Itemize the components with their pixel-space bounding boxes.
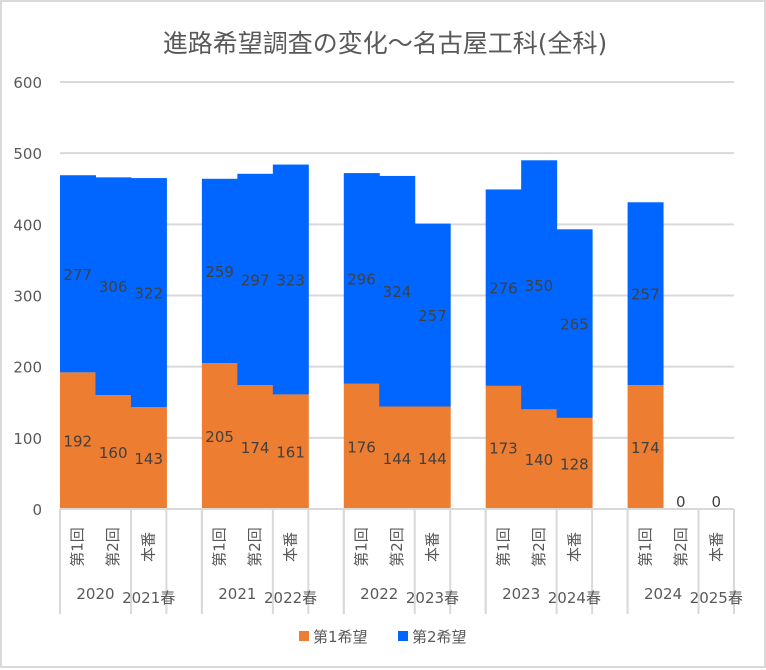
bar-second-choice [627,202,664,386]
bar-second-choice [379,175,416,407]
y-tick-label: 400 [13,216,42,234]
y-tick-label: 500 [13,145,42,163]
x-group-spring-label: 2025春 [690,589,743,607]
bar-first-choice [521,409,558,509]
y-tick-label: 300 [13,288,42,306]
data-label-second: 297 [241,271,270,289]
legend-swatch-first [299,631,309,641]
x-category-label: 本番 [565,532,583,562]
data-label-first: 140 [525,451,554,469]
bar-first-choice [556,417,593,509]
data-label-first: 192 [63,433,92,451]
data-label-first: 128 [560,455,589,473]
x-category-label: 本番 [423,532,441,562]
x-category-label: 第2回 [388,527,406,567]
bar-first-choice [343,383,380,509]
x-category-label: 第1回 [636,527,654,567]
x-category-label: 第1回 [353,527,371,567]
x-category-label: 第2回 [246,527,264,567]
data-label-first: 161 [276,444,305,462]
data-label-second: 306 [99,278,128,296]
y-tick-label: 100 [13,430,42,448]
x-group-year-label: 2020 [76,585,114,603]
x-category-label: 第1回 [494,527,512,567]
data-labels: 192 277 160 306 143 322 205 259 174 297 161 323 176 2… [63,263,721,511]
data-label-second: 276 [489,280,518,298]
bars [60,160,664,509]
x-group-spring-label: 2024春 [548,589,601,607]
chart-title: 進路希望調査の変化～名古屋工科(全科) [163,29,608,58]
data-label-second: 257 [631,286,660,304]
data-label-first: 174 [631,439,660,457]
bar-second-choice [201,178,238,364]
bar-second-choice [414,223,451,407]
legend-label-second: 第2希望 [412,628,467,646]
bar-second-choice [130,178,167,408]
x-category-label: 第1回 [211,527,229,567]
x-category-label: 本番 [707,532,725,562]
x-category-label: 本番 [282,532,300,562]
bar-second-choice [343,173,380,384]
data-label-first: 176 [347,438,376,456]
bar-second-choice [95,177,132,396]
data-label-second: 257 [418,307,447,325]
bar-second-choice [272,164,309,395]
x-category-label: 第2回 [530,527,548,567]
data-label-first: 173 [489,439,518,457]
legend-swatch-second [398,631,408,641]
bar-second-choice [237,173,274,386]
data-label-first: 160 [99,444,128,462]
legend: 第1希望 第2希望 [299,628,467,646]
bar-first-choice [627,385,664,509]
x-group-spring-label: 2022春 [264,589,317,607]
data-label-second: 350 [525,277,554,295]
data-label-first: 144 [418,450,447,468]
x-category-label: 第2回 [104,527,122,567]
bar-first-choice [485,385,522,509]
bar-first-choice [237,385,274,509]
bar-first-choice [60,372,96,509]
data-label-second: 323 [276,271,305,289]
bar-first-choice [272,394,309,509]
y-tick-label: 0 [32,501,42,519]
bar-second-choice [521,160,558,410]
data-label-second: 265 [560,316,589,334]
x-group-spring-label: 2023春 [406,589,459,607]
x-category-label: 第1回 [69,527,87,567]
bar-second-choice [485,189,522,386]
data-label-first: 0 [711,493,721,511]
x-group-year-label: 2024 [644,585,682,603]
data-label-first: 174 [241,439,270,457]
data-label-first: 205 [205,428,234,446]
x-group-year-label: 2023 [502,585,540,603]
legend-label-first: 第1希望 [313,628,368,646]
bar-second-choice [60,175,96,373]
data-label-first: 143 [134,450,163,468]
y-tick-label: 600 [13,74,42,92]
data-label-first: 0 [676,493,686,511]
data-label-second: 277 [63,266,92,284]
bar-first-choice [414,406,451,509]
y-tick-label: 200 [13,359,42,377]
x-category-label: 第2回 [672,527,690,567]
x-axis: 第1回 第2回 本番 第1回 第2回 本番 第1回 第2回 本番 第1回 第2回 本番 第1回 第2回 本番… [59,508,743,614]
data-label-second: 324 [383,283,412,301]
data-label-first: 144 [383,450,412,468]
bar-first-choice [379,406,416,509]
y-axis: 0 100 200 300 400 500 600 [13,74,42,519]
bar-second-choice [556,229,593,418]
data-label-second: 322 [134,285,163,303]
bar-first-choice [201,363,238,509]
data-label-second: 259 [205,263,234,281]
data-label-second: 296 [347,270,376,288]
x-group-year-label: 2022 [360,585,398,603]
x-group-spring-label: 2021春 [122,589,175,607]
bar-first-choice [130,407,167,509]
x-group-year-label: 2021 [218,585,256,603]
bar-first-choice [95,395,132,509]
x-category-label: 本番 [140,532,158,562]
